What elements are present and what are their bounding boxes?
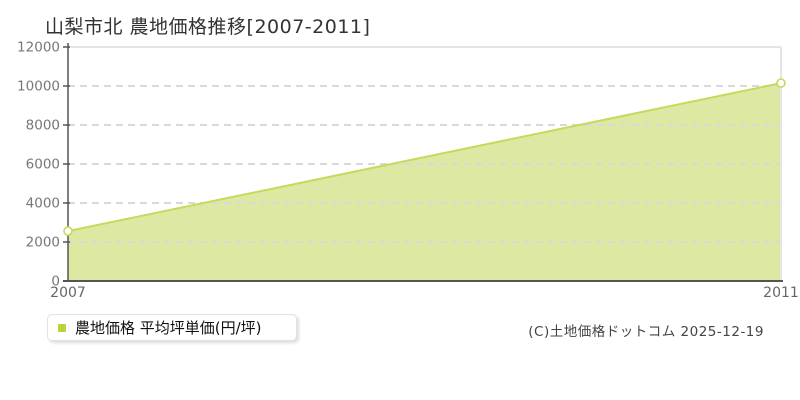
y-tick-label: 2000 [26,235,60,251]
y-tick-label: 12000 [17,40,60,56]
legend-series-marker [58,323,66,332]
y-tick-label: 6000 [26,157,60,173]
x-tick-label: 2007 [50,285,86,301]
y-tick-label: 4000 [26,196,60,212]
y-tick-label: 0 [51,274,60,290]
legend-box: 農地価格 平均坪単価(円/坪) [47,314,297,341]
chart-title: 山梨市北 農地価格推移[2007-2011] [45,16,371,38]
y-tick-label: 8000 [26,118,60,134]
x-tick-label: 2011 [763,285,799,301]
legend-series-label: 農地価格 平均坪単価(円/坪) [75,319,262,337]
area-fill [68,83,781,281]
copyright-text: (C)土地価格ドットコム 2025-12-19 [528,324,764,340]
data-point-marker [776,78,786,88]
y-tick-label: 10000 [17,79,60,95]
data-point-marker [63,226,73,236]
trend-line [67,82,782,233]
